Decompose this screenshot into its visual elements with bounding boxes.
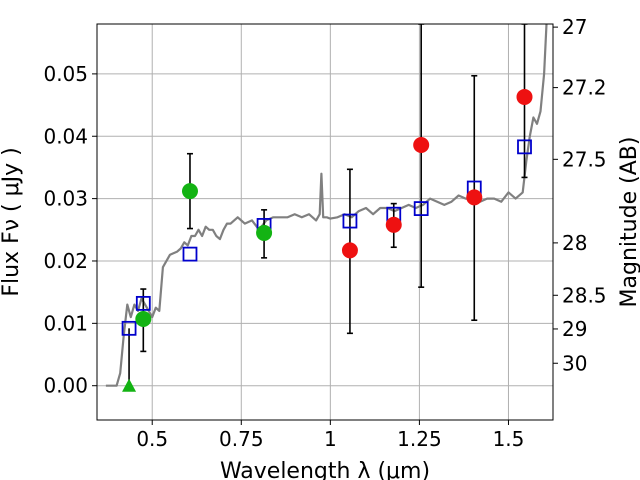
grid xyxy=(97,24,553,420)
y-tick-label: 0.04 xyxy=(43,124,88,148)
observed-point-red xyxy=(341,242,358,259)
observed-point-green xyxy=(181,183,198,200)
right-tick-label: 28.5 xyxy=(562,283,607,307)
axes: 0.5 0.75 1 1.25 1.5 0.00 0.01 0.02 0.03 0.04 0.05 2… xyxy=(43,15,606,451)
observed-point-green xyxy=(256,224,273,241)
right-tick-label: 28 xyxy=(562,231,587,255)
plot-frame xyxy=(96,23,554,421)
y-tick-label: 0.02 xyxy=(43,249,88,273)
observed-point-red xyxy=(466,189,483,206)
y-tick-label: 0.01 xyxy=(43,311,88,335)
y-tick-label: 0.00 xyxy=(43,374,88,398)
right-tick-label: 30 xyxy=(562,351,587,375)
observed-point-red xyxy=(413,136,430,153)
right-tick-label: 27 xyxy=(562,15,587,39)
x-tick-label: 0.5 xyxy=(136,427,168,451)
model-photometry-square xyxy=(413,201,429,216)
observed-point-red xyxy=(385,216,402,233)
model-photometry-square xyxy=(342,213,358,229)
upper-limit-triangle xyxy=(122,378,137,392)
right-axis-label: Magnitude (AB) xyxy=(617,137,640,308)
right-tick-label: 27.2 xyxy=(562,76,607,100)
y-tick-label: 0.03 xyxy=(43,187,88,211)
x-axis-label: Wavelength λ (μm) xyxy=(220,459,430,480)
x-tick-label: 0.75 xyxy=(219,427,264,451)
y-axis-label: Flux Fν ( μJy ) xyxy=(0,147,24,296)
observed-point-green xyxy=(135,310,152,327)
model-photometry-square xyxy=(182,246,198,262)
x-tick-label: 1.25 xyxy=(397,427,442,451)
x-tick-label: 1 xyxy=(324,427,337,451)
plot-area xyxy=(105,24,548,392)
x-tick-label: 1.5 xyxy=(493,427,525,451)
model-photometry-square xyxy=(517,139,532,155)
observed-point-red xyxy=(516,88,533,105)
model-photometry-square xyxy=(135,295,151,311)
y-tick-label: 0.05 xyxy=(43,62,88,86)
right-tick-label: 29 xyxy=(562,317,587,341)
right-tick-label: 27.5 xyxy=(562,147,607,171)
model-photometry-square xyxy=(121,320,137,336)
